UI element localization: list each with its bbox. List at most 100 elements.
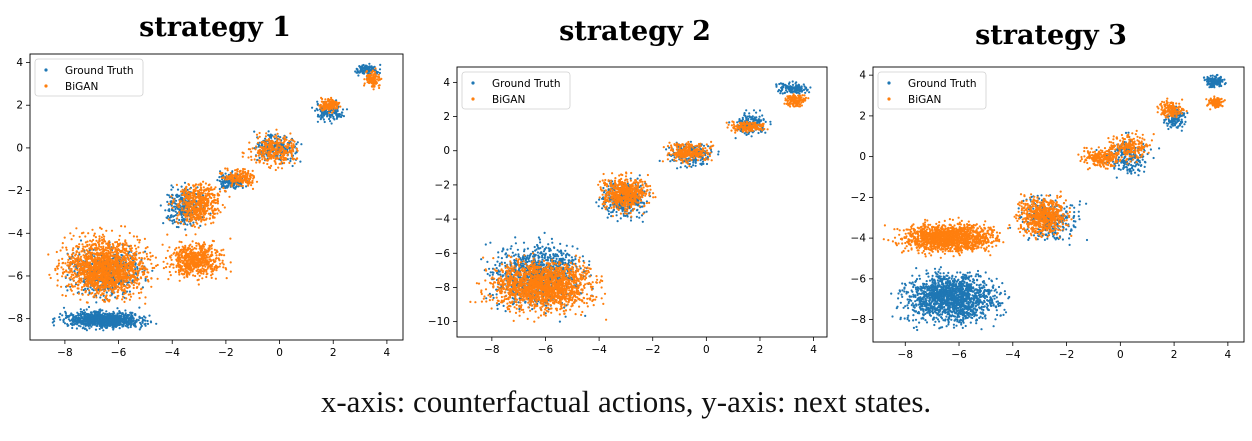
scatter-point — [138, 256, 141, 260]
scatter-point — [124, 312, 127, 315]
scatter-point — [105, 242, 108, 245]
scatter-point — [114, 258, 117, 261]
scatter-point — [72, 293, 75, 296]
scatter-point — [267, 134, 271, 137]
scatter-point — [82, 288, 85, 292]
scatter-point — [127, 270, 130, 273]
scatter-point — [91, 228, 94, 231]
scatter-point — [136, 270, 139, 273]
scatter-point — [204, 256, 207, 259]
scatter-point — [178, 279, 181, 282]
scatter-point — [83, 273, 86, 276]
scatter-point — [69, 288, 72, 291]
scatter-point — [177, 254, 180, 257]
scatter-point — [176, 256, 179, 260]
scatter-point — [49, 276, 52, 280]
scatter-point — [78, 280, 81, 283]
scatter-point — [219, 211, 222, 214]
scatter-point — [78, 259, 81, 262]
scatter-point — [108, 245, 111, 248]
scatter-point — [104, 316, 107, 319]
scatter-point — [113, 322, 117, 325]
scatter-point — [75, 250, 78, 253]
scatter-point — [124, 243, 127, 246]
scatter-point — [94, 262, 97, 265]
scatter-point — [116, 259, 119, 262]
scatter-point — [114, 248, 117, 251]
scatter-point — [73, 264, 77, 267]
scatter-point — [64, 310, 67, 313]
scatter-point — [124, 324, 127, 327]
scatter-point — [122, 322, 125, 325]
scatter-point — [136, 274, 139, 277]
scatter-point — [357, 74, 360, 77]
scatter-point — [81, 293, 84, 296]
scatter-point — [77, 245, 80, 249]
scatter-point — [83, 251, 86, 254]
scatter-point — [70, 319, 73, 322]
scatter-point — [98, 286, 101, 289]
scatter-point — [86, 315, 89, 318]
scatter-point — [153, 266, 156, 269]
scatter-point — [177, 205, 180, 209]
scatter-point — [214, 251, 217, 255]
scatter-point — [128, 262, 131, 265]
scatter-point — [72, 234, 75, 237]
scatter-point — [130, 249, 133, 253]
scatter-point — [68, 277, 71, 280]
scatter-point — [135, 250, 138, 253]
scatter-point — [76, 319, 79, 322]
scatter-point — [197, 226, 200, 229]
scatter-point — [217, 194, 220, 197]
scatter-point — [68, 261, 71, 264]
scatter-point — [84, 276, 87, 280]
scatter-point — [170, 195, 173, 198]
scatter-point — [140, 260, 143, 263]
scatter-point — [192, 221, 195, 224]
scatter-point — [74, 317, 78, 320]
scatter-point — [73, 285, 76, 288]
scatter-point — [81, 243, 84, 246]
scatter-point — [316, 100, 319, 103]
scatter-point — [136, 279, 139, 282]
scatter-point — [174, 270, 177, 273]
scatter-point — [60, 266, 63, 269]
scatter-point — [61, 262, 64, 265]
scatter-point — [168, 270, 171, 274]
scatter-point — [196, 272, 199, 275]
scatter-point — [61, 294, 64, 297]
scatter-point — [207, 184, 210, 187]
scatter-point — [258, 156, 261, 159]
scatter-point — [178, 194, 181, 198]
scatter-point — [224, 172, 227, 175]
scatter-point — [108, 318, 111, 321]
scatter-point — [180, 241, 183, 244]
scatter-point — [109, 251, 112, 254]
scatter-point — [129, 276, 132, 279]
scatter-point — [185, 189, 188, 192]
scatter-point — [182, 269, 185, 272]
scatter-point — [68, 267, 71, 270]
scatter-point — [63, 322, 67, 325]
scatter-point — [53, 317, 56, 320]
scatter-point — [93, 232, 96, 235]
scatter-point — [361, 70, 364, 73]
scatter-point — [109, 257, 112, 261]
scatter-point — [77, 272, 81, 275]
scatter-point — [191, 245, 194, 248]
scatter-point — [201, 257, 204, 260]
scatter-point — [107, 284, 110, 287]
scatter-point — [168, 255, 171, 258]
scatter-point — [93, 278, 96, 281]
scatter-point — [336, 116, 339, 119]
scatter-point — [77, 284, 80, 287]
scatter-point — [140, 323, 143, 326]
scatter-point — [166, 193, 169, 196]
scatter-point — [316, 109, 319, 112]
scatter-point — [146, 258, 149, 261]
scatter-point — [62, 268, 65, 271]
scatter-point — [106, 258, 109, 262]
scatter-point — [207, 265, 211, 268]
scatter-point — [100, 315, 104, 318]
scatter-point — [228, 195, 231, 198]
